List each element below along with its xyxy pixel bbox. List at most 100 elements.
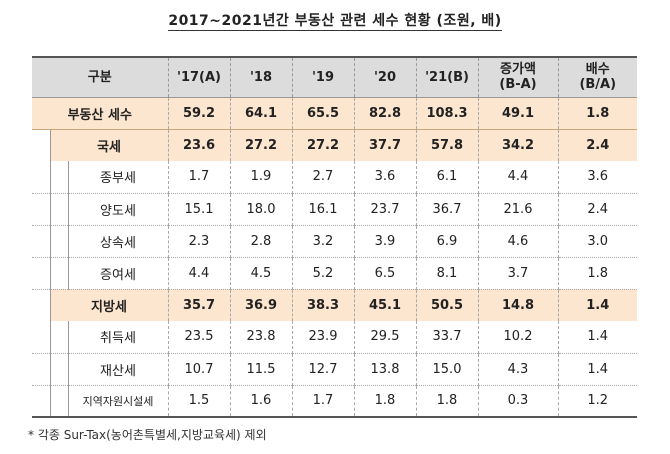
value-cell: 1.4 — [557, 321, 637, 354]
subgroup-indent — [50, 161, 69, 194]
value-cell: 4.3 — [477, 353, 558, 386]
value-cell: 64.1 — [229, 97, 292, 130]
header-ratio: 배수 (B/A) — [557, 56, 637, 98]
value-cell: 36.7 — [415, 193, 478, 226]
value-cell: 23.7 — [353, 193, 416, 226]
table-row: 부동산 세수 59.2 64.1 65.5 82.8 108.3 49.1 1.8 — [32, 97, 637, 130]
value-cell: 82.8 — [353, 97, 416, 130]
table-row: 재산세 10.7 11.5 12.7 13.8 15.0 4.3 1.4 — [32, 353, 637, 386]
header-2019: '19 — [291, 56, 354, 98]
value-cell: 23.5 — [167, 321, 230, 354]
row-label-total: 부동산 세수 — [32, 97, 168, 130]
subgroup-indent — [50, 257, 69, 290]
group-indent — [32, 385, 51, 418]
value-cell: 3.0 — [557, 225, 637, 258]
subgroup-indent — [50, 321, 69, 354]
value-cell: 6.1 — [415, 161, 478, 194]
value-cell: 45.1 — [353, 289, 416, 321]
value-cell: 34.2 — [477, 129, 558, 161]
value-cell: 1.4 — [557, 353, 637, 386]
value-cell: 2.4 — [557, 193, 637, 226]
group-indent — [32, 193, 51, 226]
value-cell: 1.8 — [353, 385, 416, 418]
value-cell: 3.6 — [353, 161, 416, 194]
value-cell: 1.4 — [557, 289, 637, 321]
group-indent — [32, 289, 51, 321]
value-cell: 13.8 — [353, 353, 416, 386]
value-cell: 4.4 — [167, 257, 230, 290]
value-cell: 3.9 — [353, 225, 416, 258]
subgroup-indent — [50, 385, 69, 418]
row-label-item: 종부세 — [68, 161, 168, 194]
group-indent — [32, 321, 51, 354]
value-cell: 1.8 — [557, 257, 637, 290]
value-cell: 37.7 — [353, 129, 416, 161]
value-cell: 4.4 — [477, 161, 558, 194]
value-cell: 15.1 — [167, 193, 230, 226]
value-cell: 1.9 — [229, 161, 292, 194]
header-2018: '18 — [229, 56, 292, 98]
value-cell: 2.8 — [229, 225, 292, 258]
footnote: * 각종 Sur-Tax(농어촌특별세,지방교육세) 제외 — [28, 428, 267, 442]
table-row: 지방세 35.7 36.9 38.3 45.1 50.5 14.8 1.4 — [32, 289, 637, 321]
value-cell: 49.1 — [477, 97, 558, 130]
row-label-item: 상속세 — [68, 225, 168, 258]
row-label-item: 지역자원시설세 — [68, 385, 168, 418]
header-2017: '17(A) — [167, 56, 230, 98]
table-row: 양도세 15.1 18.0 16.1 23.7 36.7 21.6 2.4 — [32, 193, 637, 226]
value-cell: 1.7 — [167, 161, 230, 194]
value-cell: 21.6 — [477, 193, 558, 226]
table-row: 증여세 4.4 4.5 5.2 6.5 8.1 3.7 1.8 — [32, 257, 637, 290]
row-label-item: 재산세 — [68, 353, 168, 386]
value-cell: 10.2 — [477, 321, 558, 354]
row-label-item: 취득세 — [68, 321, 168, 354]
value-cell: 65.5 — [291, 97, 354, 130]
value-cell: 1.8 — [557, 97, 637, 130]
value-cell: 16.1 — [291, 193, 354, 226]
group-indent — [32, 225, 51, 258]
header-2021: '21(B) — [415, 56, 478, 98]
value-cell: 23.9 — [291, 321, 354, 354]
header-2020: '20 — [353, 56, 416, 98]
value-cell: 27.2 — [291, 129, 354, 161]
value-cell: 1.6 — [229, 385, 292, 418]
group-indent — [32, 353, 51, 386]
row-label-national: 국세 — [50, 129, 168, 161]
row-label-item: 양도세 — [68, 193, 168, 226]
value-cell: 3.6 — [557, 161, 637, 194]
value-cell: 15.0 — [415, 353, 478, 386]
header-increase: 증가액 (B-A) — [477, 56, 558, 98]
value-cell: 57.8 — [415, 129, 478, 161]
value-cell: 36.9 — [229, 289, 292, 321]
value-cell: 23.8 — [229, 321, 292, 354]
value-cell: 2.4 — [557, 129, 637, 161]
value-cell: 11.5 — [229, 353, 292, 386]
value-cell: 50.5 — [415, 289, 478, 321]
value-cell: 6.9 — [415, 225, 478, 258]
value-cell: 1.2 — [557, 385, 637, 418]
value-cell: 1.7 — [291, 385, 354, 418]
value-cell: 2.3 — [167, 225, 230, 258]
value-cell: 23.6 — [167, 129, 230, 161]
value-cell: 59.2 — [167, 97, 230, 130]
table-row: 종부세 1.7 1.9 2.7 3.6 6.1 4.4 3.6 — [32, 161, 637, 194]
value-cell: 14.8 — [477, 289, 558, 321]
table-title: 2017~2021년간 부동산 관련 세수 현황 (조원, 배) — [168, 13, 502, 31]
value-cell: 2.7 — [291, 161, 354, 194]
value-cell: 35.7 — [167, 289, 230, 321]
tax-revenue-table: 구분 '17(A) '18 '19 '20 '21(B) 증가액 (B-A) 배수… — [32, 56, 637, 418]
header-row: 구분 '17(A) '18 '19 '20 '21(B) 증가액 (B-A) 배수… — [32, 56, 637, 98]
value-cell: 38.3 — [291, 289, 354, 321]
value-cell: 3.2 — [291, 225, 354, 258]
value-cell: 5.2 — [291, 257, 354, 290]
table-row: 국세 23.6 27.2 27.2 37.7 57.8 34.2 2.4 — [32, 129, 637, 161]
group-indent — [32, 129, 51, 161]
value-cell: 33.7 — [415, 321, 478, 354]
subgroup-indent — [50, 353, 69, 386]
row-label-local: 지방세 — [50, 289, 168, 321]
value-cell: 1.5 — [167, 385, 230, 418]
value-cell: 10.7 — [167, 353, 230, 386]
table-row: 지역자원시설세 1.5 1.6 1.7 1.8 1.8 0.3 1.2 — [32, 385, 637, 418]
header-category: 구분 — [32, 56, 168, 98]
value-cell: 18.0 — [229, 193, 292, 226]
